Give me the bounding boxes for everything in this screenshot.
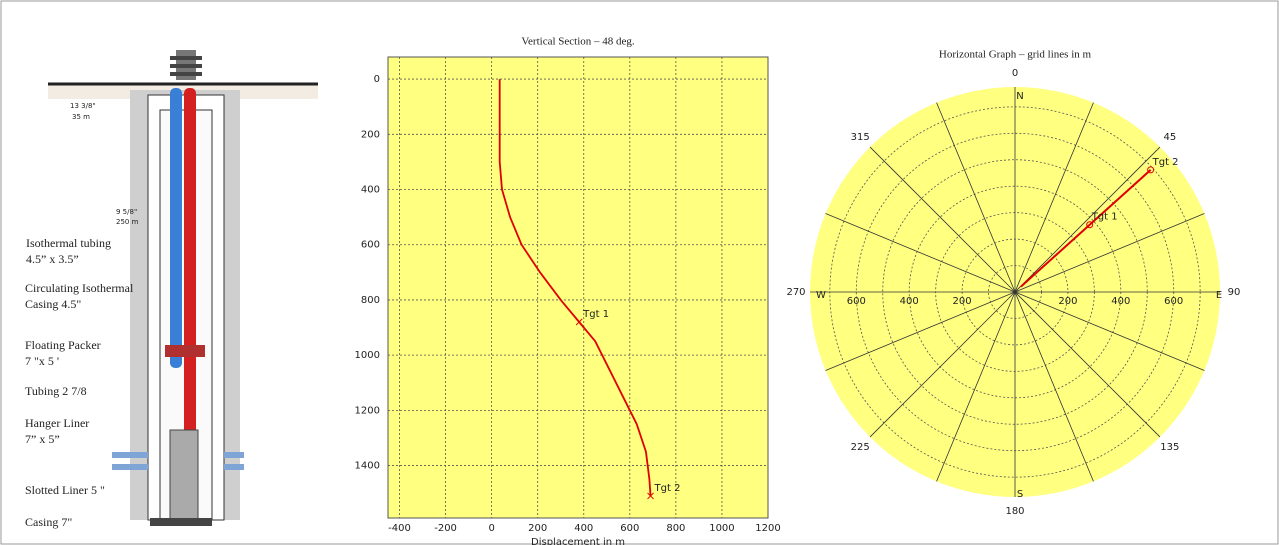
casing-label: 35 m — [72, 113, 90, 121]
diagram-label: Circulating Isothermal — [25, 281, 134, 295]
x-tick-label: 400 — [574, 523, 593, 534]
y-tick-label: 1400 — [355, 461, 380, 472]
r-tick-label: 400 — [900, 296, 919, 307]
annotation: Tgt 2 — [654, 483, 681, 494]
x-tick-label: 1000 — [709, 523, 734, 534]
annotation: Tgt 1 — [582, 309, 609, 320]
compass-label: E — [1216, 290, 1222, 301]
r-tick-label: 400 — [1111, 296, 1130, 307]
r-tick-label: 200 — [953, 296, 972, 307]
chart-title: Vertical Section – 48 deg. — [521, 36, 635, 48]
x-tick-label: 600 — [620, 523, 639, 534]
y-tick-label: 400 — [361, 185, 380, 196]
angle-label: 315 — [851, 132, 870, 143]
diagram-label: Casing 7" — [25, 515, 72, 529]
casing-label: 250 m — [116, 218, 139, 226]
diagram-label: Slotted Liner 5 " — [25, 483, 105, 497]
r-tick-label: 200 — [1058, 296, 1077, 307]
y-tick-label: 600 — [361, 240, 380, 251]
y-tick-label: 0 — [374, 74, 380, 85]
angle-label: 45 — [1163, 132, 1176, 143]
diagram-label: 7 "x 5 ' — [25, 354, 59, 368]
chart-title: Horizontal Graph – grid lines in m — [939, 49, 1092, 61]
r-tick-label: 600 — [1164, 296, 1183, 307]
diagram-label: 4.5” x 3.5” — [26, 252, 79, 266]
y-tick-label: 1000 — [355, 350, 380, 361]
angle-label: 90 — [1228, 287, 1241, 298]
diagram-label: Floating Packer — [25, 338, 101, 352]
diagram-label: Hanger Liner — [25, 416, 89, 430]
angle-label: 135 — [1160, 442, 1179, 453]
x-tick-label: 800 — [666, 523, 685, 534]
casing-label: 13 3/8" — [70, 102, 96, 110]
plot-area — [388, 57, 768, 518]
figure: 13 3/8" 35 m 9 5/8" 250 m Isothermal tub… — [0, 0, 1279, 545]
diagram-label: Isothermal tubing — [26, 236, 111, 250]
y-tick-label: 800 — [361, 295, 380, 306]
r-tick-label: 600 — [847, 296, 866, 307]
compass-label: N — [1016, 91, 1023, 102]
diagram-label: Tubing 2 7/8 — [25, 384, 87, 398]
angle-label: 225 — [851, 442, 870, 453]
x-axis-label: Displacement in m — [531, 537, 625, 545]
annotation: Tgt 1 — [1091, 212, 1118, 223]
annotation: Tgt 2 — [1152, 157, 1179, 168]
x-tick-label: 1200 — [755, 523, 780, 534]
casing-label: 9 5/8" — [116, 208, 137, 216]
x-tick-label: -400 — [388, 523, 411, 534]
diagram-label: 7” x 5” — [25, 432, 60, 446]
compass-label: W — [816, 290, 826, 301]
compass-label: S — [1017, 489, 1023, 500]
angle-label: 0 — [1012, 68, 1018, 79]
x-tick-label: -200 — [434, 523, 457, 534]
y-tick-label: 200 — [361, 129, 380, 140]
angle-label: 180 — [1005, 506, 1024, 517]
diagram-label: Casing 4.5" — [25, 297, 81, 311]
x-tick-label: 0 — [488, 523, 494, 534]
y-tick-label: 1200 — [355, 405, 380, 416]
x-tick-label: 200 — [528, 523, 547, 534]
angle-label: 270 — [786, 287, 805, 298]
